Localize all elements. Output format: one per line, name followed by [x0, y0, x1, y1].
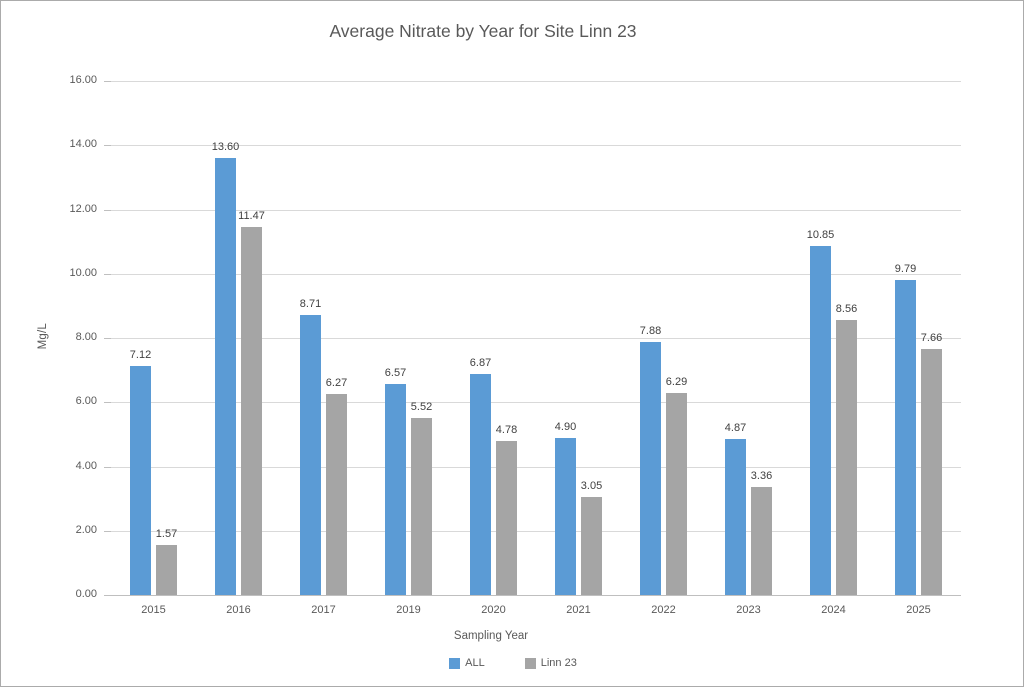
bar-linn-23-2020[interactable]	[496, 441, 517, 595]
bar-value-label: 9.79	[894, 263, 917, 276]
bar-value-label: 4.78	[495, 424, 518, 437]
x-tick-label-2016: 2016	[226, 604, 251, 616]
bar-value-label: 1.57	[155, 527, 178, 540]
x-tick-label-2015: 2015	[141, 604, 166, 616]
y-tick-label: 4.00	[75, 460, 97, 472]
bar-linn-23-2022[interactable]	[666, 392, 687, 595]
y-tick-mark	[104, 338, 111, 339]
chart-title: Average Nitrate by Year for Site Linn 23	[329, 21, 637, 41]
bar-value-label: 3.36	[750, 470, 773, 483]
y-tick-label: 6.00	[75, 395, 97, 407]
bar-value-label: 6.57	[384, 366, 407, 379]
bar-linn-23-2019[interactable]	[411, 417, 432, 595]
bar-all-2022[interactable]	[640, 341, 661, 595]
gridline	[111, 531, 961, 532]
bar-value-label: 3.05	[580, 480, 603, 493]
bar-all-2020[interactable]	[470, 374, 491, 595]
bar-linn-23-2017[interactable]	[326, 393, 347, 595]
bar-all-2023[interactable]	[725, 438, 746, 595]
bar-linn-23-2021[interactable]	[581, 497, 602, 595]
legend: ALL Linn 23	[1, 657, 1023, 669]
bar-value-label: 8.71	[299, 298, 322, 311]
bar-value-label: 13.60	[211, 141, 240, 154]
legend-swatch-icon	[524, 657, 536, 669]
bar-value-label: 7.12	[129, 349, 152, 362]
bar-linn-23-2023[interactable]	[751, 487, 772, 595]
bar-value-label: 4.87	[724, 421, 747, 434]
y-tick-label: 14.00	[69, 138, 97, 150]
y-tick-mark	[104, 531, 111, 532]
y-tick-label: 2.00	[75, 524, 97, 536]
x-tick-label-2020: 2020	[481, 604, 506, 616]
x-axis-title: Sampling Year	[453, 630, 529, 642]
bar-value-label: 10.85	[806, 229, 835, 242]
bar-value-label: 4.90	[554, 420, 577, 433]
bar-all-2017[interactable]	[300, 315, 321, 595]
y-tick-mark	[104, 274, 111, 275]
gridline	[111, 274, 961, 275]
legend-label: ALL	[465, 657, 485, 669]
y-tick-mark	[104, 210, 111, 211]
bar-all-2019[interactable]	[385, 383, 406, 595]
x-tick-label-2023: 2023	[736, 604, 761, 616]
bar-all-2021[interactable]	[555, 437, 576, 595]
y-tick-label: 0.00	[75, 588, 97, 600]
gridline	[111, 338, 961, 339]
legend-label: Linn 23	[540, 657, 577, 669]
gridline	[111, 145, 961, 146]
bar-all-2025[interactable]	[895, 280, 916, 595]
bar-value-label: 5.52	[410, 400, 433, 413]
y-tick-label: 10.00	[69, 267, 97, 279]
legend-swatch-icon	[449, 657, 461, 669]
bar-value-label: 7.88	[639, 324, 662, 337]
bar-value-label: 11.47	[238, 209, 265, 222]
gridline	[111, 467, 961, 468]
bar-all-2016[interactable]	[215, 158, 236, 595]
gridline	[111, 402, 961, 403]
x-axis-line	[111, 595, 961, 596]
bar-value-label: 8.56	[835, 303, 858, 315]
bar-linn-23-2016[interactable]	[241, 226, 262, 595]
x-tick-label-2022: 2022	[651, 604, 676, 616]
bar-value-label: 6.27	[325, 376, 348, 389]
x-tick-label-2025: 2025	[906, 604, 931, 616]
y-tick-label: 12.00	[69, 203, 97, 215]
bar-all-2024[interactable]	[810, 246, 831, 595]
bar-all-2015[interactable]	[130, 366, 151, 595]
y-tick-mark	[104, 595, 111, 596]
y-tick-mark	[104, 402, 111, 403]
x-tick-label-2024: 2024	[821, 604, 846, 616]
y-tick-mark	[104, 81, 111, 82]
bar-linn-23-2024[interactable]	[836, 320, 857, 595]
bar-linn-23-2015[interactable]	[156, 544, 177, 595]
y-tick-mark	[104, 467, 111, 468]
bar-value-label: 6.29	[665, 375, 688, 388]
gridline	[111, 81, 961, 82]
bar-value-label: 7.66	[920, 331, 943, 344]
gridline	[111, 210, 961, 211]
legend-item-all[interactable]: ALL	[449, 657, 485, 669]
y-tick-mark	[104, 145, 111, 146]
bar-linn-23-2025[interactable]	[921, 348, 942, 595]
x-tick-label-2017: 2017	[311, 604, 336, 616]
x-tick-label-2019: 2019	[396, 604, 421, 616]
bar-value-label: 6.87	[469, 357, 492, 370]
x-tick-label-2021: 2021	[566, 604, 591, 616]
y-tick-label: 16.00	[69, 74, 97, 86]
legend-item-linn-23[interactable]: Linn 23	[524, 657, 577, 669]
y-tick-label: 8.00	[75, 331, 97, 343]
